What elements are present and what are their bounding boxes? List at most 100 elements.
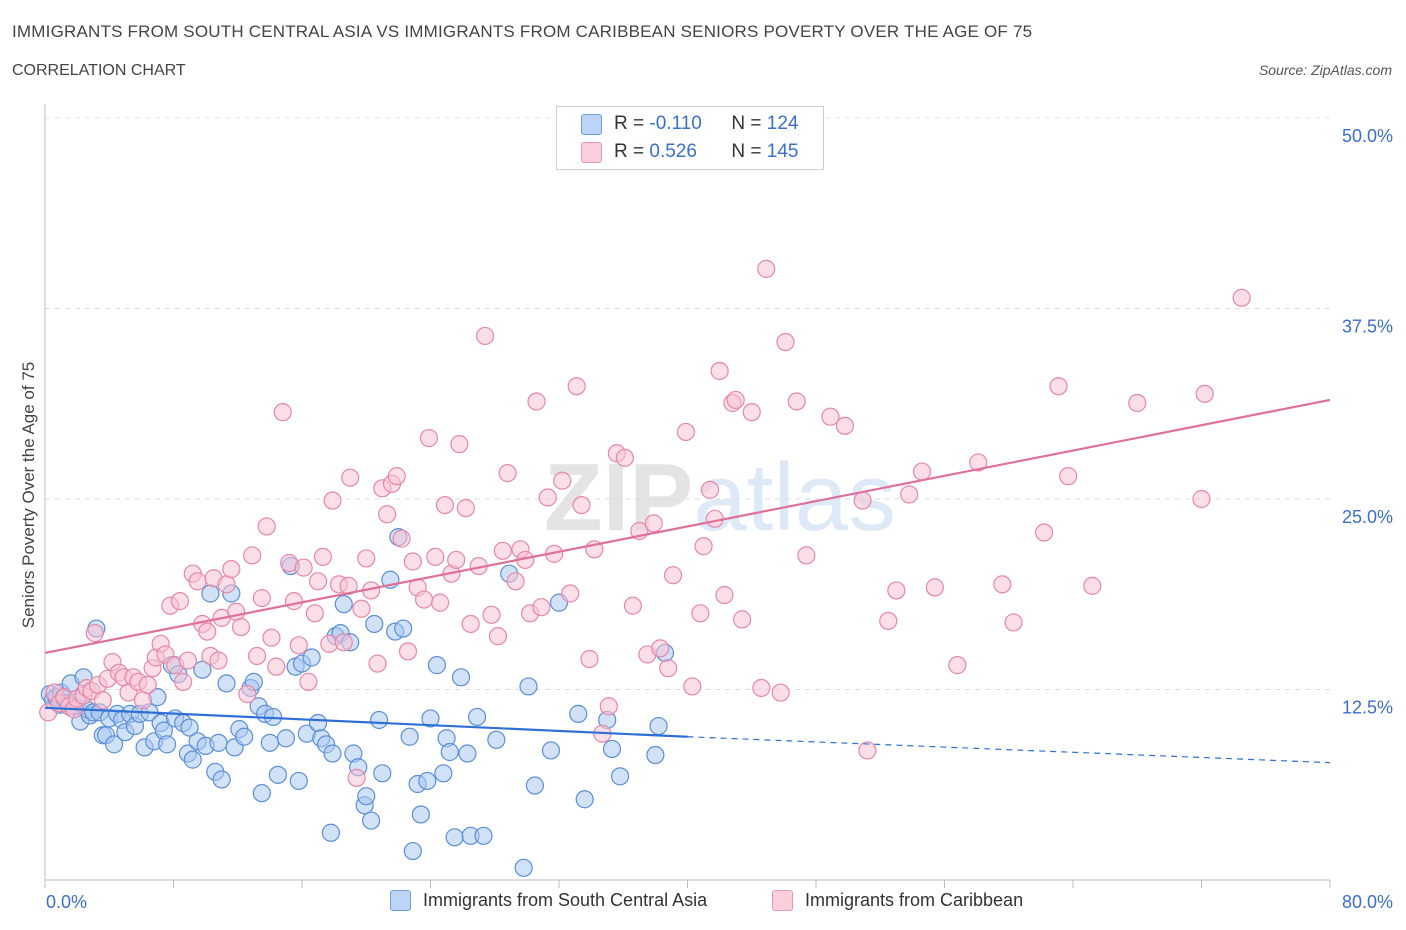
data-point-south-central-asia [302,648,321,667]
data-point-caribbean [217,575,236,594]
data-point-caribbean [623,596,642,615]
data-point-south-central-asia [373,764,392,783]
trend-line-south-central-asia-extension [687,736,1331,764]
data-point-caribbean [580,649,599,669]
data-point-caribbean [403,552,422,571]
data-point-caribbean [615,448,634,467]
data-point-caribbean [663,566,683,585]
data-point-caribbean [252,588,271,608]
data-point-south-central-asia [525,776,545,795]
data-point-caribbean [461,614,480,634]
data-point-caribbean [447,550,466,570]
data-point-caribbean [493,541,512,560]
data-point-caribbean [456,499,475,518]
data-point-caribbean [339,576,358,595]
data-point-south-central-asia [183,750,202,769]
y-tick-label: 25.0% [1342,507,1393,527]
data-point-caribbean [323,491,342,510]
data-point-south-central-asia [308,713,328,733]
data-point-caribbean [352,599,371,618]
data-point-south-central-asia [451,668,471,687]
data-point-south-central-asia [418,771,437,791]
data-point-caribbean [488,627,508,646]
data-point-caribbean [313,547,332,567]
data-point-caribbean [299,672,318,691]
data-point-south-central-asia [289,771,308,791]
data-point-south-central-asia [602,739,622,759]
data-point-caribbean [267,657,286,676]
data-point-caribbean [821,407,840,426]
data-point-south-central-asia [357,787,376,806]
y-tick-label: 12.5% [1342,698,1393,718]
data-point-south-central-asia [193,660,212,679]
legend-n-label: N = [731,141,762,162]
data-point-south-central-asia [201,584,220,603]
data-point-south-central-asia [209,733,228,752]
data-point-caribbean [900,485,919,504]
data-point-south-central-asia [334,595,353,614]
data-point-caribbean [498,463,517,483]
bottom-legend-label-blue: Immigrants from South Central Asia [423,890,708,910]
data-point-south-central-asia [467,707,487,727]
data-point-caribbean [357,549,376,568]
data-point-caribbean [392,529,411,548]
series-blue-points [40,527,675,877]
data-point-south-central-asia [370,710,389,730]
data-point-caribbean [308,572,328,591]
data-point-south-central-asia [474,826,493,845]
data-point-south-central-asia [276,729,296,748]
data-point-caribbean [273,403,292,422]
data-point-caribbean [733,610,752,629]
legend-n-label: N = [731,113,762,134]
data-point-caribbean [238,684,257,704]
data-point-south-central-asia [252,784,271,803]
data-point-caribbean [247,646,267,666]
bottom-legend-blue: Immigrants from South Central Asia [390,890,707,911]
data-point-caribbean [284,592,304,611]
data-point-caribbean [334,633,353,652]
series-pink-points [39,259,1251,787]
data-point-caribbean [567,377,586,396]
data-point-caribbean [1004,613,1023,632]
data-point-caribbean [262,628,281,647]
data-point-caribbean [231,617,251,637]
data-point-caribbean [561,584,580,603]
legend-swatch-pink [581,141,602,163]
y-axis-label-group: Seniors Poverty Over the Age of 75 [19,362,38,628]
data-point-caribbean [925,578,944,597]
x-tick-label: 80.0% [1342,892,1393,912]
trend-line-caribbean [44,398,1331,655]
data-point-caribbean [538,488,557,507]
data-point-caribbean [341,468,360,487]
data-point-south-central-asia [235,727,254,746]
data-point-south-central-asia [394,619,413,638]
data-point-caribbean [170,592,190,611]
trend-lines [44,398,1331,764]
data-point-caribbean [476,326,495,346]
data-point-caribbean [289,636,308,655]
legend-r-value-pink: 0.526 [649,141,697,162]
data-point-south-central-asia [403,841,422,861]
data-point-caribbean [93,691,112,710]
data-point-caribbean [294,558,313,577]
data-point-caribbean [700,480,720,499]
watermark: ZIPatlas [544,444,896,551]
y-axis-label: Seniors Poverty Over the Age of 75 [19,362,38,628]
data-point-south-central-asia [514,858,533,877]
chart-source: Source: ZipAtlas.com [1258,62,1392,78]
data-point-caribbean [305,604,324,623]
data-point-caribbean [572,495,591,515]
legend-n-value-pink: 145 [766,141,799,162]
data-point-caribbean [1232,288,1251,307]
data-point-caribbean [1192,489,1211,509]
data-point-south-central-asia [365,614,384,634]
data-point-south-central-asia [260,733,279,752]
data-point-south-central-asia [487,730,506,749]
data-point-caribbean [835,416,855,435]
data-point-caribbean [797,546,816,565]
data-point-caribbean [787,392,806,411]
data-point-caribbean [378,505,397,524]
data-point-caribbean [188,572,207,591]
bottom-legend-label-pink: Immigrants from Caribbean [805,890,1024,910]
data-point-caribbean [85,624,104,643]
